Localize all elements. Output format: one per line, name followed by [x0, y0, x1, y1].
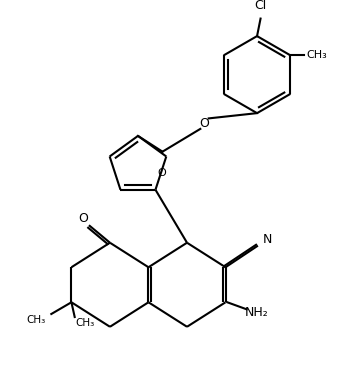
- Text: O: O: [79, 212, 89, 225]
- Text: O: O: [199, 117, 210, 130]
- Text: O: O: [158, 168, 166, 178]
- Text: CH₃: CH₃: [27, 315, 46, 325]
- Text: CH₃: CH₃: [76, 318, 95, 328]
- Text: CH₃: CH₃: [306, 51, 327, 60]
- Text: N: N: [263, 233, 272, 246]
- Text: NH₂: NH₂: [245, 306, 269, 319]
- Text: Cl: Cl: [255, 0, 267, 12]
